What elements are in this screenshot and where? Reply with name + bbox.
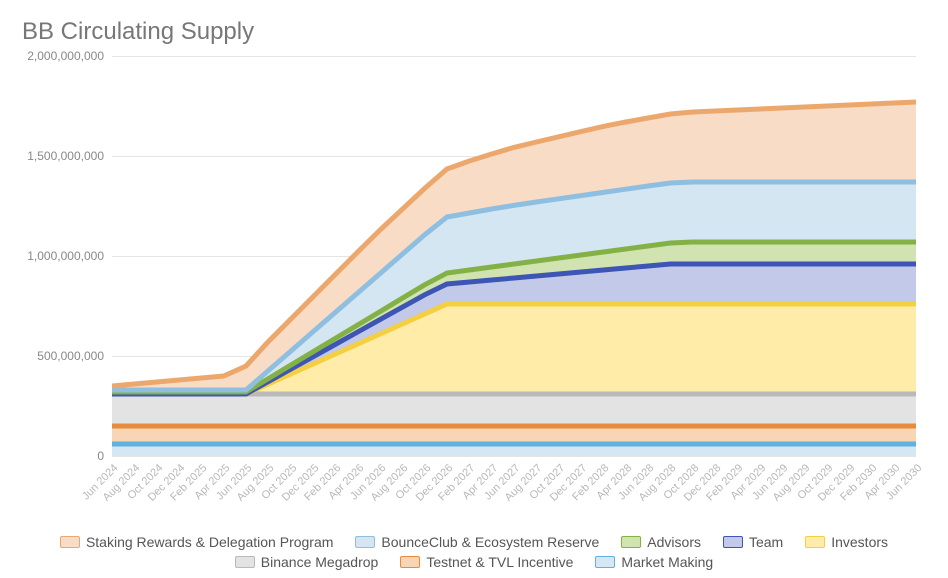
x-axis-labels: Jun 2024Aug 2024Oct 2024Dec 2024Feb 2025… [112,456,916,526]
plot-area: 0500,000,0001,000,000,0001,500,000,0002,… [112,56,916,456]
area-svg [112,56,916,456]
legend-label: BounceClub & Ecosystem Reserve [381,534,599,550]
y-axis-label: 0 [97,449,104,463]
legend-item: Advisors [621,534,701,550]
area-1 [112,426,916,444]
legend-label: Testnet & TVL Incentive [426,554,573,570]
legend-item: Testnet & TVL Incentive [400,554,573,570]
legend-label: Team [749,534,783,550]
legend-swatch [805,536,825,548]
legend-item: Team [723,534,783,550]
y-axis-label: 500,000,000 [37,349,104,363]
legend-label: Staking Rewards & Delegation Program [86,534,333,550]
legend-label: Binance Megadrop [261,554,379,570]
legend-swatch [355,536,375,548]
legend-item: Staking Rewards & Delegation Program [60,534,333,550]
y-axis-label: 1,000,000,000 [27,249,104,263]
legend-swatch [723,536,743,548]
legend-item: BounceClub & Ecosystem Reserve [355,534,599,550]
legend-label: Investors [831,534,888,550]
legend-item: Binance Megadrop [235,554,379,570]
legend-swatch [400,556,420,568]
legend-swatch [235,556,255,568]
legend-swatch [621,536,641,548]
plot-frame: 0500,000,0001,000,000,0001,500,000,0002,… [112,56,916,456]
chart-title: BB Circulating Supply [22,18,926,46]
area-2 [112,394,916,426]
legend-item: Market Making [595,554,713,570]
y-axis-label: 2,000,000,000 [27,49,104,63]
chart-container: BB Circulating Supply 0500,000,0001,000,… [0,0,948,578]
legend-label: Advisors [647,534,701,550]
legend-swatch [60,536,80,548]
legend-label: Market Making [621,554,713,570]
legend-item: Investors [805,534,888,550]
legend: Staking Rewards & Delegation Program Boun… [20,534,928,570]
y-axis-label: 1,500,000,000 [27,149,104,163]
legend-swatch [595,556,615,568]
